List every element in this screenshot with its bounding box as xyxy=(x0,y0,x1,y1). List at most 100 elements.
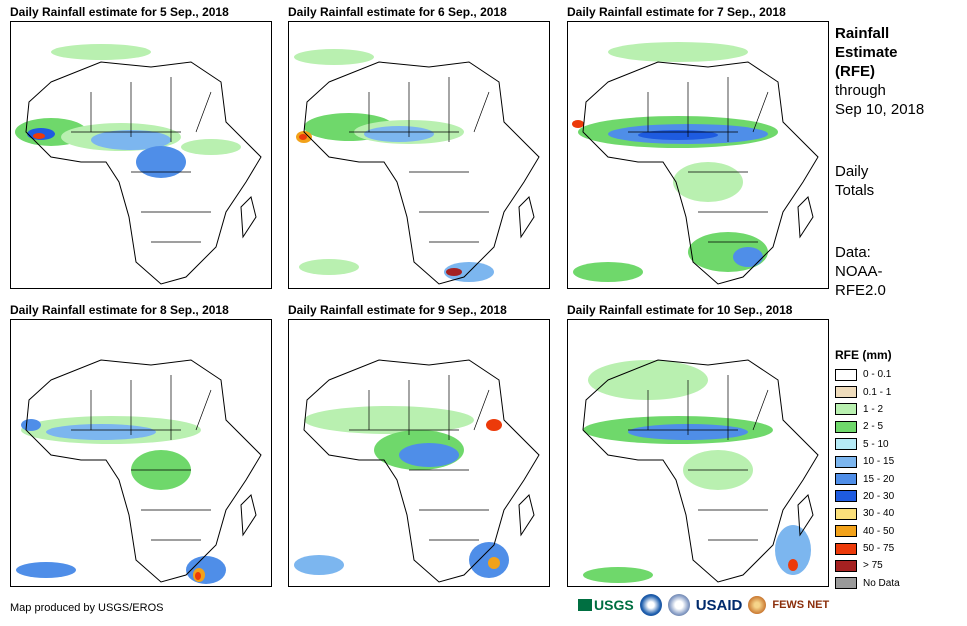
africa-rainfall-map xyxy=(567,319,829,587)
legend-row: 15 - 20 xyxy=(835,470,900,487)
map-panel-sep-9: Daily Rainfall estimate for 9 Sep., 2018 xyxy=(288,303,550,587)
legend-swatch xyxy=(835,368,857,381)
legend-swatch xyxy=(835,577,857,590)
rainfall-field xyxy=(583,360,811,583)
legend-swatch xyxy=(835,386,857,399)
legend-row: 10 - 15 xyxy=(835,453,900,470)
rainfall-field xyxy=(294,49,494,282)
panel-title: Daily Rainfall estimate for 9 Sep., 2018 xyxy=(288,303,507,317)
fewsnet-logo: FEWS NET xyxy=(772,599,830,611)
africa-rainfall-map xyxy=(567,21,829,289)
legend-label: > 75 xyxy=(863,560,883,572)
noaa-logo xyxy=(639,594,662,616)
legend-swatch xyxy=(835,473,857,486)
legend-label: No Data xyxy=(863,577,900,589)
legend-swatch xyxy=(835,455,857,468)
fews-globe-icon xyxy=(748,596,767,614)
rainfall-field xyxy=(15,44,241,178)
source-line: NOAA- xyxy=(835,263,883,280)
totals-label: Totals xyxy=(835,182,875,199)
rainfall-field xyxy=(16,416,226,584)
map-panel-sep-7: Daily Rainfall estimate for 7 Sep., 2018 xyxy=(567,5,829,289)
legend-row: 40 - 50 xyxy=(835,523,900,540)
rainfall-field xyxy=(572,42,778,282)
africa-rainfall-map xyxy=(10,319,272,587)
legend-label: 40 - 50 xyxy=(863,525,895,537)
period-label: Daily Totals xyxy=(835,162,874,200)
title-line: Estimate xyxy=(835,44,898,61)
legend-label: 30 - 40 xyxy=(863,508,895,520)
map-svg xyxy=(572,42,819,285)
through-label: through xyxy=(835,82,886,99)
legend-swatch xyxy=(835,438,857,451)
rainfall-field xyxy=(294,406,509,578)
africa-outline xyxy=(25,61,262,285)
legend-label: 5 - 10 xyxy=(863,438,889,450)
map-panel-sep-6: Daily Rainfall estimate for 6 Sep., 2018 xyxy=(288,5,550,289)
usgs-logo-text: USGS xyxy=(594,597,634,613)
panel-title: Daily Rainfall estimate for 6 Sep., 2018 xyxy=(288,5,507,19)
africa-outline xyxy=(582,359,819,583)
panel-title: Daily Rainfall estimate for 5 Sep., 2018 xyxy=(10,5,229,19)
africa-rainfall-map xyxy=(288,319,550,587)
legend-row: No Data xyxy=(835,575,900,592)
legend-swatch xyxy=(835,507,857,520)
legend-label: 15 - 20 xyxy=(863,473,895,485)
panel-title: Daily Rainfall estimate for 7 Sep., 2018 xyxy=(567,5,786,19)
legend-row: 5 - 10 xyxy=(835,436,900,453)
map-svg xyxy=(294,49,540,285)
data-label: Data: xyxy=(835,244,871,261)
sidebar-title: Rainfall Estimate (RFE) through Sep 10, … xyxy=(835,24,924,119)
legend-label: 0.1 - 1 xyxy=(863,386,892,398)
africa-outline xyxy=(25,359,262,583)
legend-label: 1 - 2 xyxy=(863,403,884,415)
legend-label: 2 - 5 xyxy=(863,421,884,433)
seal-logo xyxy=(667,594,690,616)
legend-swatch xyxy=(835,559,857,572)
title-line: (RFE) xyxy=(835,63,875,80)
africa-outline xyxy=(303,359,540,583)
usgs-logo: USGS xyxy=(578,597,634,613)
legend-row: 0 - 0.1 xyxy=(835,366,900,383)
africa-outline xyxy=(303,61,540,285)
africa-rainfall-map xyxy=(10,21,272,289)
through-date: Sep 10, 2018 xyxy=(835,101,925,118)
source-line: RFE2.0 xyxy=(835,282,886,299)
daily-label: Daily xyxy=(835,163,869,180)
legend-swatch xyxy=(835,420,857,433)
legend-row: > 75 xyxy=(835,557,900,574)
logo-strip: USGS USAID FEWS NET xyxy=(578,594,829,616)
legend-swatch xyxy=(835,490,857,503)
africa-outline xyxy=(582,61,819,285)
africa-rainfall-map xyxy=(288,21,550,289)
legend-label: 20 - 30 xyxy=(863,490,895,502)
map-svg xyxy=(16,359,262,584)
legend-swatch xyxy=(835,542,857,555)
legend-label: 50 - 75 xyxy=(863,543,895,555)
panel-title: Daily Rainfall estimate for 10 Sep., 201… xyxy=(567,303,793,317)
legend-label: 0 - 0.1 xyxy=(863,369,892,381)
legend-row: 20 - 30 xyxy=(835,488,900,505)
map-svg xyxy=(582,359,819,583)
legend-row: 1 - 2 xyxy=(835,401,900,418)
usgs-wave-icon xyxy=(578,599,592,611)
map-svg xyxy=(294,359,540,583)
legend-row: 30 - 40 xyxy=(835,505,900,522)
legend-row: 0.1 - 1 xyxy=(835,383,900,400)
legend-swatch xyxy=(835,403,857,416)
data-source: Data: NOAA- RFE2.0 xyxy=(835,243,886,300)
legend-label: 10 - 15 xyxy=(863,456,895,468)
map-panel-sep-5: Daily Rainfall estimate for 5 Sep., 2018 xyxy=(10,5,272,289)
legend-row: 2 - 5 xyxy=(835,418,900,435)
map-svg xyxy=(15,44,262,285)
legend: 0 - 0.1 0.1 - 1 1 - 2 2 - 5 5 - 10 10 - 15 15 … xyxy=(835,366,900,592)
credit-text: Map produced by USGS/EROS xyxy=(10,602,164,614)
panel-title: Daily Rainfall estimate for 8 Sep., 2018 xyxy=(10,303,229,317)
legend-swatch xyxy=(835,525,857,538)
legend-row: 50 - 75 xyxy=(835,540,900,557)
map-panel-sep-10: Daily Rainfall estimate for 10 Sep., 201… xyxy=(567,303,829,587)
legend-title: RFE (mm) xyxy=(835,348,892,362)
map-panel-sep-8: Daily Rainfall estimate for 8 Sep., 2018 xyxy=(10,303,272,587)
usaid-logo: USAID xyxy=(695,596,743,614)
title-line: Rainfall xyxy=(835,25,890,42)
